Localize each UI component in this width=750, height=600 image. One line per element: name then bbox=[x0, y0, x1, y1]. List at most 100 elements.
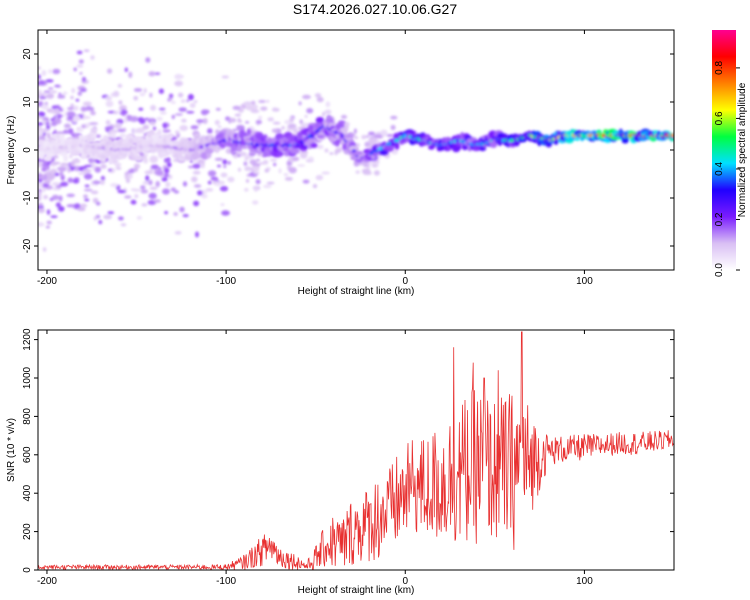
heatmap-cell bbox=[205, 188, 214, 192]
heatmap-cell bbox=[377, 134, 383, 139]
heatmap-cell bbox=[373, 170, 380, 176]
heatmap-cell bbox=[244, 156, 249, 161]
heatmap-cell bbox=[272, 107, 278, 111]
heatmap-cell bbox=[104, 126, 113, 131]
heatmap-cell bbox=[202, 118, 208, 124]
colorbar-tick-label: 0.4 bbox=[714, 162, 725, 176]
y-tick-label: 400 bbox=[22, 484, 33, 501]
heatmap-cell bbox=[299, 119, 303, 124]
heatmap-cell bbox=[201, 159, 205, 166]
heatmap-cell bbox=[368, 137, 378, 144]
heatmap-cell bbox=[79, 72, 83, 75]
heatmap-cell bbox=[89, 122, 99, 125]
heatmap-cell bbox=[244, 188, 249, 192]
heatmap-cell bbox=[38, 89, 42, 93]
heatmap-cell bbox=[217, 125, 222, 129]
heatmap-cell bbox=[270, 158, 278, 162]
heatmap-cell bbox=[41, 128, 51, 132]
y-tick-label: 1200 bbox=[22, 328, 33, 351]
heatmap-cell bbox=[38, 173, 42, 178]
heatmap-cell bbox=[72, 105, 79, 111]
heatmap-cell bbox=[291, 127, 298, 132]
heatmap-cell bbox=[41, 70, 47, 77]
heatmap-cell bbox=[170, 187, 176, 192]
heatmap-cell bbox=[96, 201, 101, 206]
heatmap-cell bbox=[263, 134, 268, 140]
heatmap-cell bbox=[197, 190, 203, 196]
heatmap-cell bbox=[250, 109, 260, 114]
heatmap-cell bbox=[201, 194, 208, 199]
heatmap-cell bbox=[44, 180, 51, 185]
heatmap-cell bbox=[408, 130, 417, 135]
heatmap-cell bbox=[149, 92, 153, 98]
heatmap-cell bbox=[67, 107, 74, 111]
heatmap-cell bbox=[195, 231, 199, 238]
heatmap-cell bbox=[38, 182, 43, 189]
heatmap-cell bbox=[118, 109, 122, 113]
heatmap-cell bbox=[38, 111, 46, 118]
heatmap-cell bbox=[324, 148, 329, 153]
heatmap-cell bbox=[354, 136, 359, 140]
heatmap-cell bbox=[83, 107, 93, 111]
heatmap-cell bbox=[281, 126, 285, 130]
heatmap-cell bbox=[113, 111, 118, 115]
heatmap-cell bbox=[117, 189, 126, 194]
heatmap-cell bbox=[46, 209, 51, 215]
y-tick-label: 200 bbox=[22, 523, 33, 540]
heatmap-cell bbox=[163, 173, 170, 178]
heatmap-cell bbox=[149, 121, 156, 126]
heatmap-cell bbox=[214, 157, 224, 161]
heatmap-cell bbox=[38, 191, 42, 197]
heatmap-cell bbox=[90, 127, 98, 133]
heatmap-cell bbox=[158, 107, 166, 111]
y-tick-label: 0 bbox=[22, 147, 33, 153]
snr-series-line bbox=[38, 331, 674, 570]
heatmap-cell bbox=[90, 111, 96, 116]
heatmap-cell bbox=[312, 184, 318, 189]
heatmap-cell bbox=[189, 159, 194, 163]
heatmap-cell bbox=[58, 94, 65, 98]
heatmap-cell bbox=[110, 183, 119, 188]
heatmap-cell bbox=[145, 175, 150, 182]
heatmap-cell bbox=[117, 83, 123, 88]
heatmap-cell bbox=[115, 167, 122, 170]
x-tick-label: 100 bbox=[576, 276, 593, 287]
heatmap-cell bbox=[109, 132, 117, 138]
heatmap-cell bbox=[66, 111, 76, 117]
heatmap-cell bbox=[38, 202, 44, 207]
heatmap-cell bbox=[85, 79, 89, 84]
heatmap-cell bbox=[129, 116, 139, 122]
heatmap-cell bbox=[133, 96, 139, 101]
heatmap-cell bbox=[136, 216, 143, 220]
heatmap-cell bbox=[207, 170, 217, 177]
heatmap-cell bbox=[334, 148, 341, 154]
heatmap-cell bbox=[154, 72, 161, 75]
heatmap-cell bbox=[150, 104, 157, 111]
heatmap-cell bbox=[671, 133, 674, 138]
heatmap-cell bbox=[55, 202, 62, 208]
heatmap-cell bbox=[173, 212, 178, 216]
heatmap-cell bbox=[267, 117, 275, 122]
heatmap-cell bbox=[252, 200, 259, 205]
heatmap-cell bbox=[67, 166, 71, 173]
heatmap-cell bbox=[180, 99, 186, 103]
heatmap-cell bbox=[138, 107, 144, 111]
heatmap-cell bbox=[46, 173, 55, 180]
heatmap-cell bbox=[38, 122, 44, 126]
heatmap-cell bbox=[304, 114, 308, 118]
heatmap-cell bbox=[50, 215, 58, 218]
heatmap-cell bbox=[186, 99, 190, 103]
heatmap-cell bbox=[77, 91, 83, 96]
heatmap-cell bbox=[181, 118, 187, 123]
heatmap-cell bbox=[139, 92, 146, 97]
heatmap-cell bbox=[51, 194, 60, 201]
heatmap-cell bbox=[365, 135, 370, 138]
heatmap-cell bbox=[54, 172, 60, 177]
heatmap-cell bbox=[149, 186, 158, 190]
heatmap-cell bbox=[66, 193, 75, 198]
heatmap-cell bbox=[288, 167, 297, 174]
heatmap-cell bbox=[168, 93, 174, 99]
heatmap-cell bbox=[51, 161, 61, 165]
heatmap-cell bbox=[162, 129, 171, 133]
